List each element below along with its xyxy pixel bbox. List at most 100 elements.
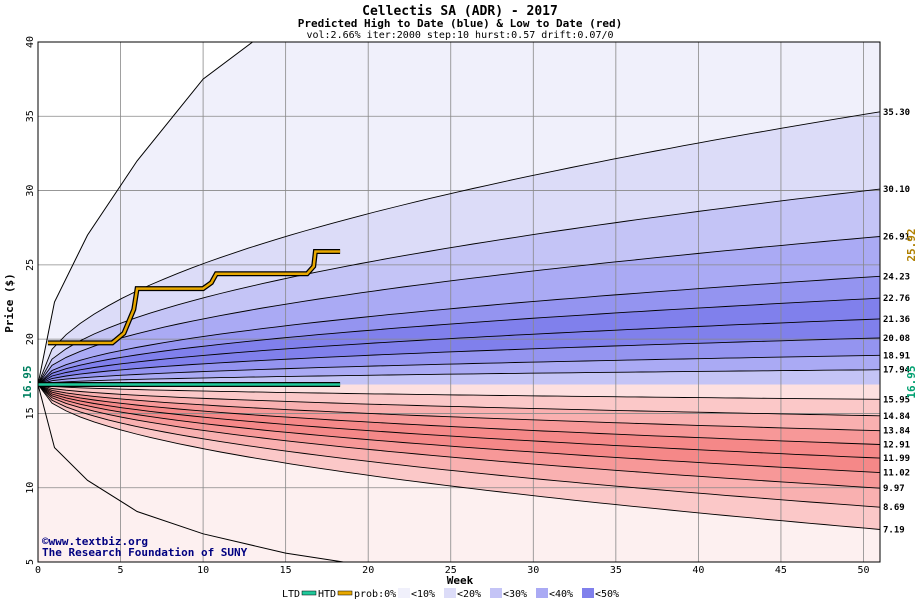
low-band [38, 384, 880, 459]
start-price-left: 16.95 [21, 365, 34, 398]
chart-params: vol:2.66% iter:2000 step:10 hurst:0.57 d… [306, 30, 613, 41]
low-band [38, 384, 880, 473]
legend-htd-swatch [337, 590, 353, 596]
x-axis-label: Week [447, 574, 474, 587]
low-level-label: 15.95 [883, 395, 910, 405]
legend-prob-swatch [444, 588, 456, 598]
credit-line-1: ©www.textbiz.org [42, 535, 148, 548]
high-percentile-line [37, 111, 881, 385]
high-level-label: 24.23 [883, 272, 910, 282]
y-tick-label: 30 [25, 185, 36, 197]
low-level-label: 7.19 [883, 525, 905, 535]
high-band [38, 298, 880, 385]
y-tick-label: 15 [25, 407, 36, 419]
low-level-label: 8.69 [883, 503, 905, 513]
high-percentile-line [37, 354, 881, 385]
legend-prob-swatch [490, 588, 502, 598]
x-tick-label: 5 [118, 565, 124, 576]
low-level-label: 9.97 [883, 484, 905, 494]
high-level-label: 17.94 [883, 366, 911, 376]
legend-prob-item: <10% [411, 589, 435, 600]
high-band [38, 338, 880, 385]
high-band [38, 236, 880, 385]
x-tick-label: 30 [527, 565, 539, 576]
high-level-label: 20.08 [883, 334, 910, 344]
start-price-right: 16.95 [905, 365, 918, 398]
low-level-label: 14.84 [883, 412, 911, 422]
high-level-label: 26.91 [883, 232, 910, 242]
low-outer-line [37, 384, 344, 563]
high-level-label: 21.36 [883, 315, 910, 325]
high-band [38, 111, 880, 385]
low-band [38, 384, 880, 530]
x-tick-label: 45 [775, 565, 787, 576]
high-level-label: 22.76 [883, 294, 910, 304]
high-band [38, 318, 880, 385]
htd-current-right: 25.92 [905, 228, 918, 261]
y-tick-label: 10 [25, 482, 36, 494]
low-percentile-line [37, 384, 881, 400]
legend-prob-swatch [582, 588, 594, 598]
low-percentile-line [37, 384, 881, 489]
htd-line [47, 250, 341, 345]
high-percentile-line [37, 236, 881, 385]
y-tick-label: 25 [25, 259, 36, 271]
low-band [38, 384, 880, 445]
low-level-label: 12.91 [883, 440, 910, 450]
high-level-label: 35.30 [883, 108, 910, 118]
high-percentile-line [37, 188, 881, 385]
low-percentile-line [37, 384, 881, 474]
legend-prob-item: <20% [457, 589, 481, 600]
low-level-label: 11.99 [883, 454, 910, 464]
low-percentile-line [37, 384, 881, 432]
low-percentile-line [37, 384, 881, 508]
low-band [38, 384, 880, 400]
legend-prob-item: <40% [549, 589, 573, 600]
high-band [38, 276, 880, 385]
high-percentile-line [37, 337, 881, 385]
chart-subtitle: Predicted High to Date (blue) & Low to D… [298, 17, 623, 30]
legend-htd-label: HTD [318, 589, 336, 600]
chart-title: Cellectis SA (ADR) - 2017 [362, 4, 558, 19]
legend: LTD HTD prob:0% <10% <20% <30% <40% <50% [282, 588, 619, 600]
legend-prob-swatch [398, 588, 410, 598]
y-tick-label: 35 [25, 110, 36, 122]
low-band [38, 384, 880, 489]
x-tick-label: 40 [692, 565, 704, 576]
x-tick-label: 25 [445, 565, 457, 576]
legend-ltd-label: LTD [282, 589, 300, 600]
high-level-label: 30.10 [883, 185, 910, 195]
credit-line-2: The Research Foundation of SUNY [42, 546, 248, 559]
legend-prob-label: prob:0% [354, 589, 396, 600]
x-tick-label: 35 [610, 565, 622, 576]
x-tick-label: 15 [280, 565, 292, 576]
x-tick-label: 0 [35, 565, 41, 576]
x-tick-label: 50 [857, 565, 869, 576]
y-tick-label: 20 [25, 333, 36, 345]
plot-frame [37, 41, 881, 563]
legend-prob-item: <50% [595, 589, 619, 600]
legend-prob-item: <30% [503, 589, 527, 600]
legend-ltd-swatch [301, 590, 317, 596]
x-tick-label: 10 [197, 565, 209, 576]
high-percentile-line [37, 369, 881, 385]
high-band [38, 355, 880, 385]
low-percentile-line [37, 384, 881, 417]
y-tick-label: 40 [25, 36, 36, 48]
low-percentile-line [37, 384, 881, 445]
legend-prob-swatch [536, 588, 548, 598]
price-series [38, 249, 341, 387]
low-percentile-line [37, 384, 881, 459]
y-axis-label: Price ($) [3, 273, 16, 333]
high-band [38, 189, 880, 385]
high-percentile-line [37, 275, 881, 385]
percentile-lines: 35.30 30.10 26.91 24.23 22.76 21.36 20.08 18.91… [37, 41, 911, 563]
high-band [38, 369, 880, 385]
high-level-label: 18.91 [883, 351, 910, 361]
low-tail-band [38, 384, 880, 562]
high-percentile-line [37, 297, 881, 385]
high-percentile-line [37, 318, 881, 385]
low-band [38, 384, 880, 431]
